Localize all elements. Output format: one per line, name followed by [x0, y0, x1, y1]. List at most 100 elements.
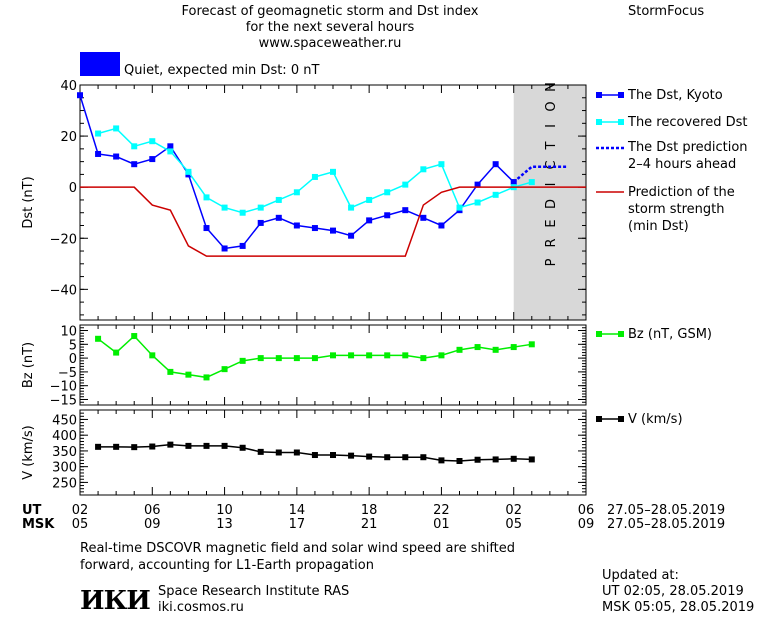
prediction-letter: I: [544, 124, 559, 128]
data-point: [221, 366, 228, 373]
data-point: [113, 443, 120, 450]
ut-tick-label: 18: [360, 503, 378, 518]
data-point: [492, 456, 499, 463]
msk-tick-label: 05: [71, 517, 89, 532]
data-point: [275, 214, 282, 221]
institute-name: Space Research Institute RAS: [158, 584, 350, 599]
legend: [596, 92, 624, 422]
data-point: [221, 245, 228, 252]
status-color-box: [80, 52, 120, 76]
data-point: [420, 454, 427, 461]
data-point: [330, 452, 336, 459]
ut-tick-label: 02: [505, 503, 522, 518]
y-axis-label: Dst (nT): [21, 176, 36, 228]
data-point: [528, 179, 535, 186]
data-point: [293, 189, 300, 196]
data-point: [77, 92, 83, 99]
data-point: [438, 222, 445, 229]
prediction-letter: P: [544, 258, 559, 266]
legend-storm-line3: (min Dst): [628, 219, 689, 234]
legend-swatch-marker: [618, 331, 624, 337]
y-tick-label: 0: [69, 181, 77, 196]
legend-storm-line2: storm strength: [628, 202, 725, 217]
source-url: www.spaceweather.ru: [258, 36, 402, 51]
chart-title-line2: for the next several hours: [245, 20, 415, 35]
data-point: [221, 204, 228, 211]
data-point: [366, 196, 373, 203]
data-point: [95, 150, 102, 157]
prediction-letter: T: [544, 141, 559, 150]
data-point: [438, 457, 445, 464]
msk-tick-label: 21: [360, 517, 378, 532]
data-point: [384, 189, 391, 196]
prediction-letter: E: [544, 219, 559, 227]
data-point: [402, 352, 409, 359]
data-point: [167, 441, 174, 448]
msk-tick-label: 13: [216, 517, 233, 532]
plot-frame: [79, 84, 587, 321]
legend-storm-line1: Prediction of the: [628, 185, 735, 200]
data-point: [492, 191, 499, 198]
y-tick-label: 10: [60, 325, 77, 340]
prediction-letter: N: [544, 82, 559, 92]
dst-plot: P R E D I C T I ON −40 −20 0 20 40 Dst (nT): [21, 79, 587, 321]
data-point: [402, 454, 409, 461]
data-point: [474, 456, 481, 463]
data-point: [275, 449, 282, 456]
y-axis-label: V (km/s): [21, 425, 36, 480]
y-axis-label: Bz (nT): [21, 342, 36, 388]
msk-axis-label: MSK: [22, 517, 55, 532]
y-tick-label: −10: [50, 380, 77, 395]
data-point: [203, 442, 210, 449]
status-label: Quiet, expected min Dst: 0 nT: [124, 63, 320, 78]
data-point: [293, 449, 300, 456]
y-tick-label: −20: [50, 232, 77, 247]
data-point: [456, 204, 463, 211]
data-point: [185, 168, 192, 175]
data-point: [275, 355, 282, 362]
legend-swatch-marker: [618, 119, 624, 125]
data-point: [167, 143, 174, 150]
y-tick-label: 350: [52, 445, 77, 460]
y-tick-label: 0: [69, 352, 77, 367]
data-point: [528, 456, 535, 463]
institute-site[interactable]: iki.cosmos.ru: [158, 600, 244, 615]
data-point: [113, 153, 120, 160]
prediction-letter: C: [544, 160, 559, 169]
legend-dst-kyoto: The Dst, Kyoto: [628, 88, 723, 103]
y-tick-label: 20: [60, 130, 77, 145]
msk-tick-label: 09: [577, 517, 595, 532]
footer-note-line1: Real-time DSCOVR magnetic field and sola…: [80, 541, 516, 556]
y-tick-label: 450: [52, 413, 77, 428]
data-point: [456, 458, 463, 464]
data-point: [492, 346, 499, 353]
data-point: [149, 443, 156, 450]
data-point: [311, 355, 318, 362]
data-point: [384, 352, 391, 359]
data-point: [257, 219, 264, 226]
data-point: [384, 454, 391, 461]
legend-swatch-marker: [596, 416, 602, 422]
data-point: [474, 199, 481, 206]
y-tick-label: 300: [52, 461, 77, 476]
data-point: [185, 442, 192, 449]
legend-prediction-line1: The Dst prediction: [628, 140, 748, 155]
footer-note-line2: forward, accounting for L1-Earth propaga…: [80, 558, 374, 573]
y-tick-label: 250: [52, 476, 77, 491]
data-point: [149, 352, 156, 359]
series-line: [512, 165, 568, 184]
data-point: [402, 181, 409, 188]
data-point: [275, 196, 282, 203]
data-point: [203, 225, 210, 232]
data-point: [149, 138, 156, 145]
updated-ut-time: UT 02:05, 28.05.2019: [602, 584, 744, 599]
data-point: [348, 452, 355, 459]
prediction-letter: O: [544, 101, 559, 111]
data-point: [203, 374, 210, 381]
y-tick-label: 5: [69, 338, 77, 353]
data-point: [131, 143, 138, 150]
msk-date-range: 27.05–28.05.2019: [607, 517, 726, 532]
data-point: [95, 443, 102, 450]
data-point: [510, 455, 517, 462]
